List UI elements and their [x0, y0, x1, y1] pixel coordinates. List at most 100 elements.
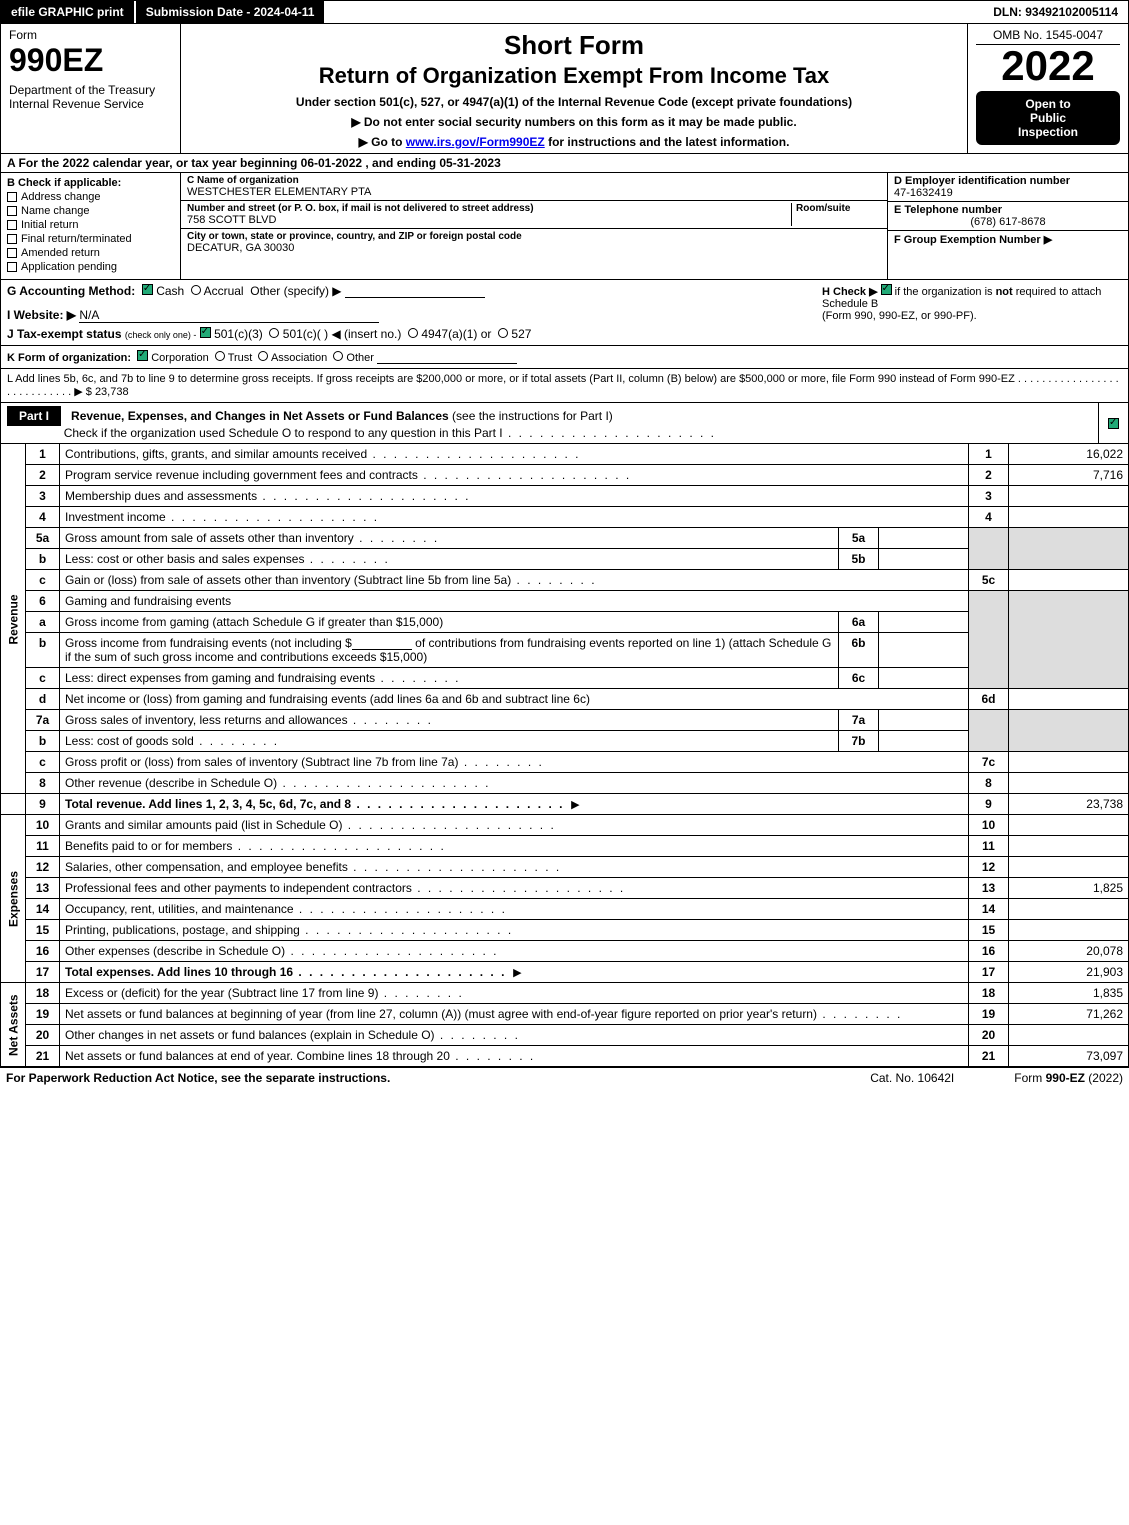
radio-association[interactable]	[258, 351, 268, 361]
line-18-amt: 1,835	[1009, 983, 1129, 1004]
side-expenses: Expenses	[1, 815, 26, 983]
shade-7ab	[969, 710, 1009, 752]
footer-left: For Paperwork Reduction Act Notice, see …	[6, 1071, 390, 1085]
room-suite-label: Room/suite	[796, 203, 881, 214]
line-7a-ib: 7a	[839, 710, 879, 731]
line-6c-num: c	[26, 668, 60, 689]
checkbox-schedule-b[interactable]	[881, 284, 892, 295]
line-3-rnum: 3	[969, 486, 1009, 507]
j-4947: 4947(a)(1) or	[421, 327, 491, 341]
line-7b-val[interactable]	[879, 731, 969, 752]
page-footer: For Paperwork Reduction Act Notice, see …	[0, 1067, 1129, 1088]
line-20-desc: Other changes in net assets or fund bala…	[60, 1025, 969, 1046]
line-8-rnum: 8	[969, 773, 1009, 794]
line-6c-val[interactable]	[879, 668, 969, 689]
opt-final-return: Final return/terminated	[21, 233, 132, 245]
line-18-rnum: 18	[969, 983, 1009, 1004]
top-bar: efile GRAPHIC print Submission Date - 20…	[0, 0, 1129, 24]
line-17-rnum: 17	[969, 962, 1009, 983]
radio-527[interactable]	[498, 328, 508, 338]
header-right: OMB No. 1545-0047 2022 Open to Public In…	[968, 24, 1128, 153]
open-line3: Inspection	[980, 125, 1116, 139]
j-sub: (check only one) -	[125, 330, 197, 340]
line-6a-val[interactable]	[879, 612, 969, 633]
line-15-num: 15	[26, 920, 60, 941]
k-other-line[interactable]	[377, 351, 517, 364]
line-5b-val[interactable]	[879, 549, 969, 570]
checkbox-cash[interactable]	[142, 284, 153, 295]
line-1-rnum: 1	[969, 444, 1009, 465]
line-11-num: 11	[26, 836, 60, 857]
l-text: L Add lines 5b, 6c, and 7b to line 9 to …	[7, 373, 1119, 398]
shade-7ab-amt	[1009, 710, 1129, 752]
checkbox-application-pending[interactable]	[7, 262, 17, 272]
efile-print-button[interactable]: efile GRAPHIC print	[1, 1, 136, 23]
line-2-desc: Program service revenue including govern…	[60, 465, 969, 486]
radio-trust[interactable]	[215, 351, 225, 361]
checkbox-501c3[interactable]	[200, 327, 211, 338]
line-5c-rnum: 5c	[969, 570, 1009, 591]
col-b: B Check if applicable: Address change Na…	[1, 173, 181, 279]
g-accrual: Accrual	[204, 284, 244, 298]
line-7a-num: 7a	[26, 710, 60, 731]
radio-501c[interactable]	[269, 328, 279, 338]
open-line1: Open to	[980, 97, 1116, 111]
g-other-line[interactable]	[345, 285, 485, 298]
line-17-num: 17	[26, 962, 60, 983]
line-13-num: 13	[26, 878, 60, 899]
line-7c-rnum: 7c	[969, 752, 1009, 773]
form-number: 990EZ	[9, 42, 172, 79]
c-street-label: Number and street (or P. O. box, if mail…	[187, 203, 791, 214]
line-6b-val[interactable]	[879, 633, 969, 668]
line-19-rnum: 19	[969, 1004, 1009, 1025]
footer-right-post: (2022)	[1085, 1071, 1123, 1085]
line-21-desc: Net assets or fund balances at end of ye…	[60, 1046, 969, 1067]
g-label: G Accounting Method:	[7, 284, 135, 298]
line-10-rnum: 10	[969, 815, 1009, 836]
line-7c-amt	[1009, 752, 1129, 773]
line-12-num: 12	[26, 857, 60, 878]
opt-application-pending: Application pending	[21, 261, 117, 273]
h-text1: H Check ▶	[822, 286, 878, 298]
line-8-desc: Other revenue (describe in Schedule O)	[60, 773, 969, 794]
part-i-badge: Part I	[7, 406, 61, 426]
shade-6	[969, 591, 1009, 689]
checkbox-address-change[interactable]	[7, 192, 17, 202]
row-i: I Website: ▶ N/A	[7, 308, 822, 323]
line-8-num: 8	[26, 773, 60, 794]
line-7a-desc: Gross sales of inventory, less returns a…	[60, 710, 839, 731]
line-5c-desc: Gain or (loss) from sale of assets other…	[60, 570, 969, 591]
line-19-desc: Net assets or fund balances at beginning…	[60, 1004, 969, 1025]
radio-accrual[interactable]	[191, 285, 201, 295]
line-10-num: 10	[26, 815, 60, 836]
radio-other-org[interactable]	[333, 351, 343, 361]
checkbox-final-return[interactable]	[7, 234, 17, 244]
irs-link[interactable]: www.irs.gov/Form990EZ	[406, 135, 545, 149]
section-bcdef: B Check if applicable: Address change Na…	[0, 173, 1129, 280]
line-6b-blank[interactable]	[352, 637, 412, 650]
line-6a-ib: 6a	[839, 612, 879, 633]
line-4-amt	[1009, 507, 1129, 528]
submission-date-button[interactable]: Submission Date - 2024-04-11	[136, 1, 327, 23]
checkbox-amended-return[interactable]	[7, 248, 17, 258]
line-13-amt: 1,825	[1009, 878, 1129, 899]
line-7b-desc: Less: cost of goods sold	[60, 731, 839, 752]
opt-address-change: Address change	[21, 191, 101, 203]
line-5a-val[interactable]	[879, 528, 969, 549]
line-18-desc: Excess or (deficit) for the year (Subtra…	[60, 983, 969, 1004]
checkbox-corporation[interactable]	[137, 350, 148, 361]
row-ghi: G Accounting Method: Cash Accrual Other …	[0, 280, 1129, 346]
line-1-amt: 16,022	[1009, 444, 1129, 465]
checkbox-name-change[interactable]	[7, 206, 17, 216]
title-short-form: Short Form	[189, 30, 959, 61]
line-16-desc: Other expenses (describe in Schedule O)	[60, 941, 969, 962]
row-l: L Add lines 5b, 6c, and 7b to line 9 to …	[0, 369, 1129, 403]
line-7c-desc: Gross profit or (loss) from sales of inv…	[60, 752, 969, 773]
j-label: J Tax-exempt status	[7, 327, 122, 341]
checkbox-schedule-o[interactable]	[1108, 418, 1119, 429]
j-501c3: 501(c)(3)	[214, 327, 263, 341]
line-2-amt: 7,716	[1009, 465, 1129, 486]
radio-4947[interactable]	[408, 328, 418, 338]
checkbox-initial-return[interactable]	[7, 220, 17, 230]
line-7a-val[interactable]	[879, 710, 969, 731]
